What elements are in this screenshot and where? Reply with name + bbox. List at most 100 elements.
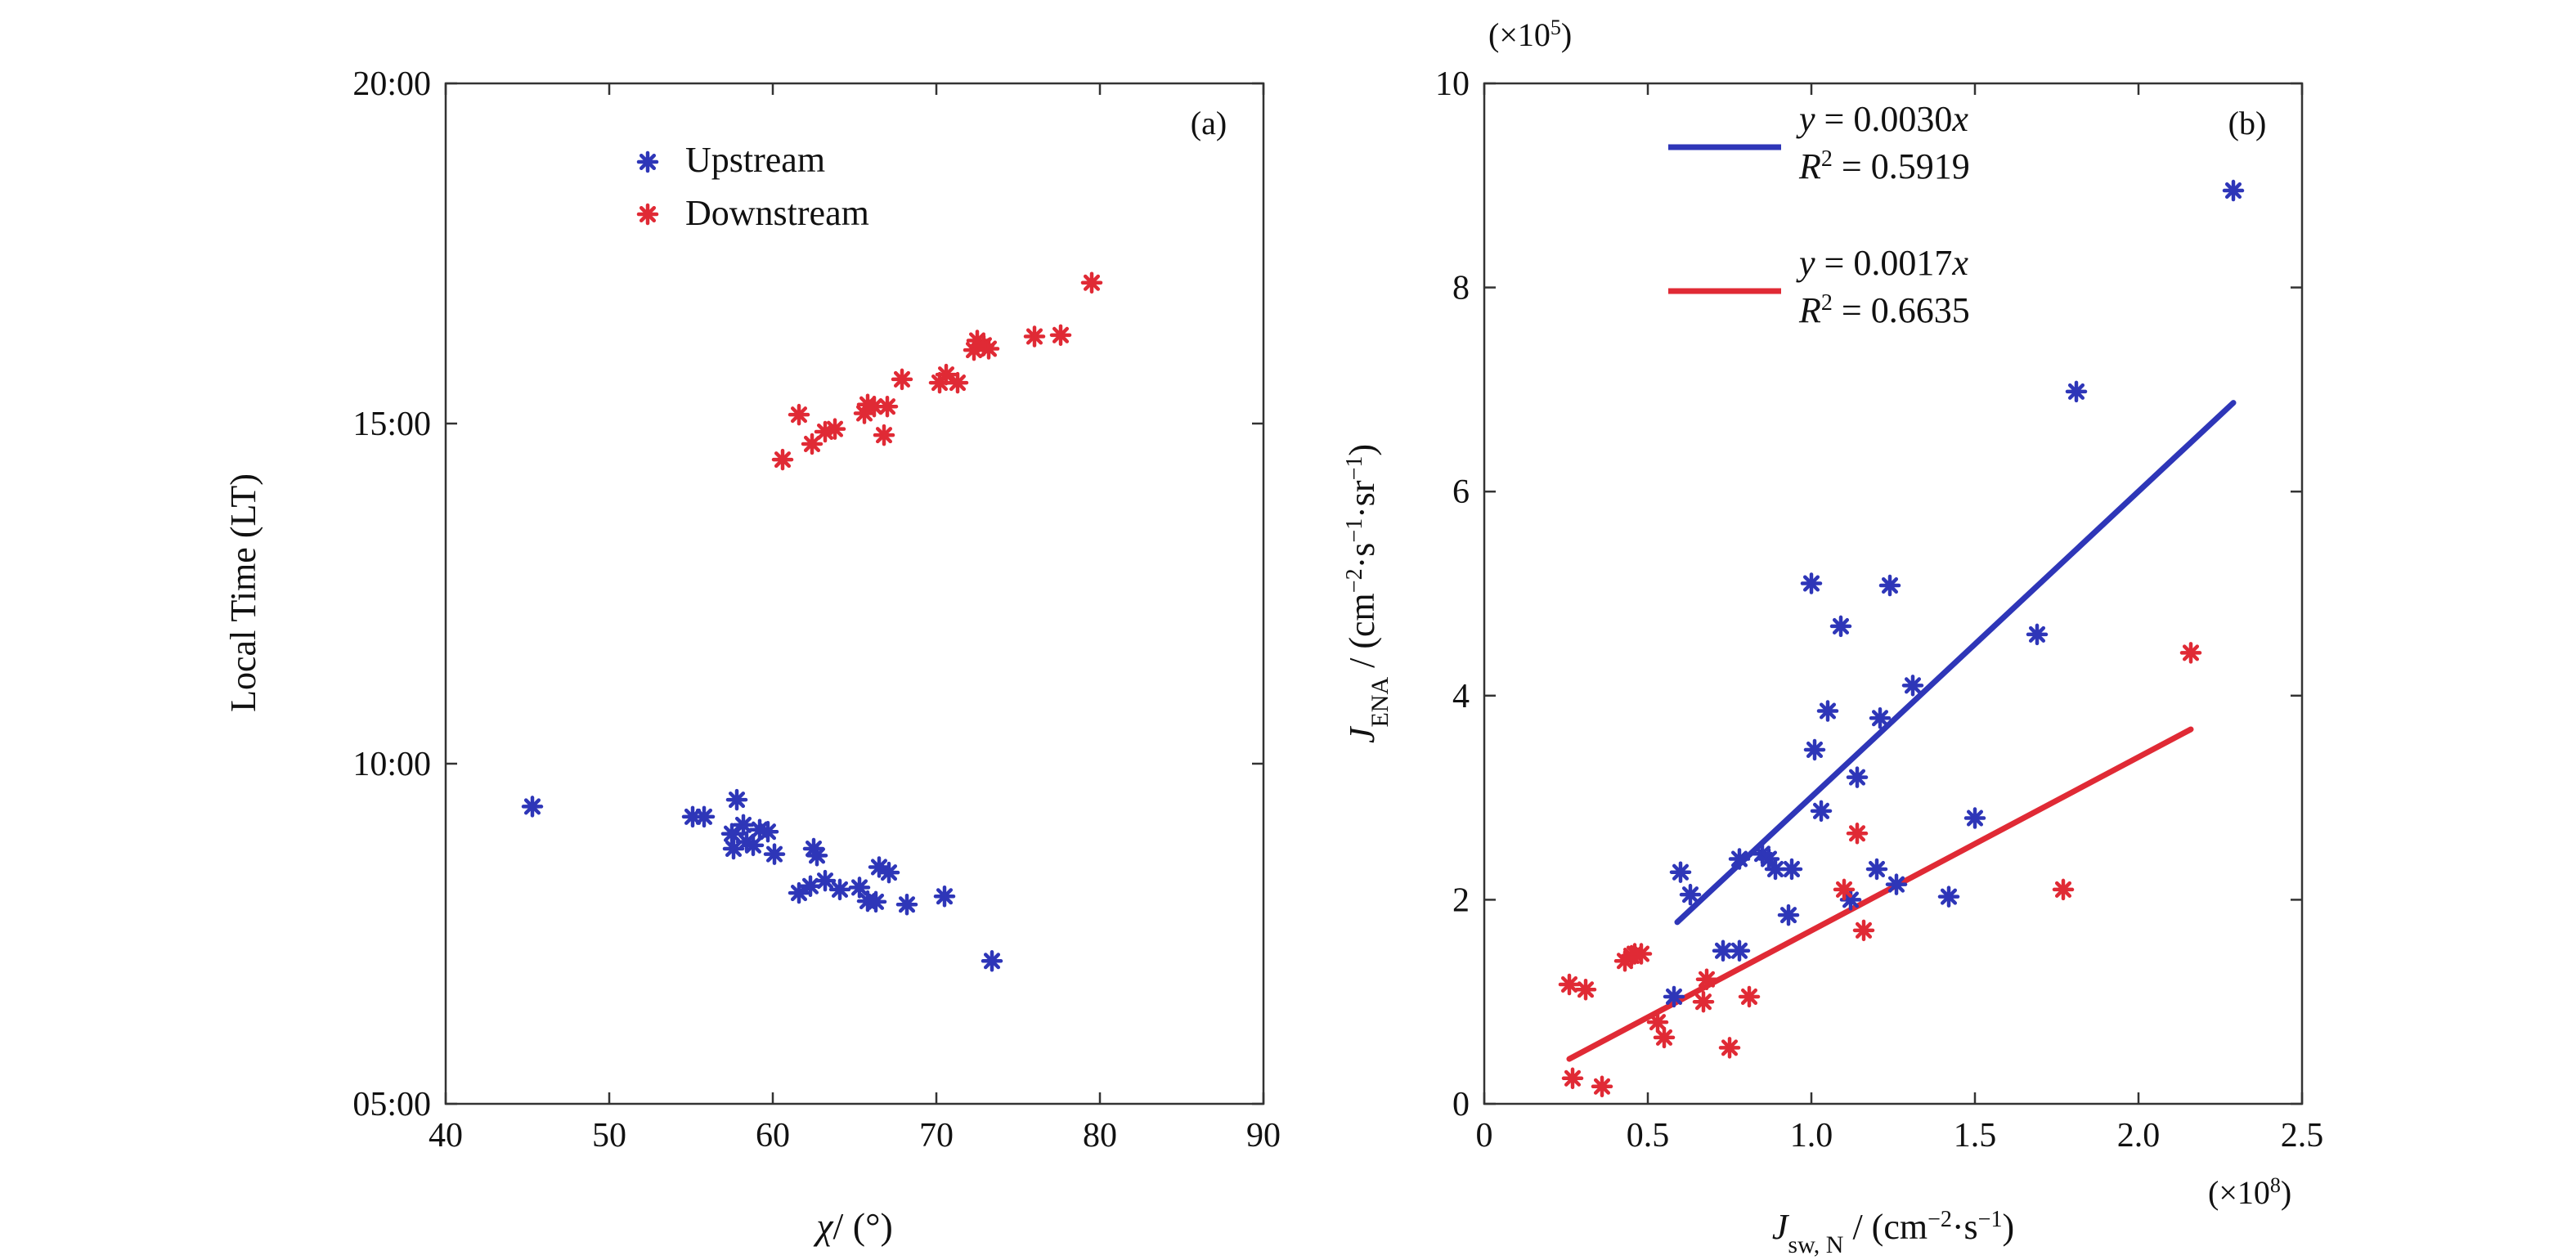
fit-r2-lhs: R bbox=[1798, 146, 1821, 186]
y-tick-label: 0 bbox=[1452, 1086, 1470, 1123]
y-label-sup: −1 bbox=[1342, 518, 1367, 543]
legend-label-downstream: Downstream bbox=[685, 193, 869, 233]
panel-b-series-0-point bbox=[1816, 700, 1839, 722]
fit-eq-lhs: y bbox=[1796, 99, 1815, 139]
panel-a-chart: 40 50 60 70 80 90 05:00 10:00 15:00 20:00 (a) Ups… bbox=[223, 65, 1281, 1247]
panel-a-series-1-point bbox=[891, 368, 913, 391]
x-tick-label: 60 bbox=[756, 1117, 790, 1155]
x-tick-label: 2.5 bbox=[2281, 1117, 2324, 1155]
multiplier-exp: 5 bbox=[1551, 16, 1561, 39]
x-tick-label: 50 bbox=[592, 1117, 626, 1155]
legend-marker-downstream-star bbox=[636, 203, 659, 226]
y-tick-label: 6 bbox=[1452, 473, 1470, 511]
panel-a-legend: Upstream Downstream bbox=[636, 140, 869, 233]
multiplier-base: (×10 bbox=[1488, 16, 1551, 53]
panel-a-series-1-point bbox=[788, 403, 810, 426]
y-tick-label: 10 bbox=[1435, 65, 1470, 103]
panel-a-series-1-point bbox=[876, 395, 899, 418]
panel-b-series-1-point bbox=[1561, 1067, 1584, 1090]
panel-b-series-0-point bbox=[1777, 904, 1800, 926]
fit-r2-rhs: = 0.5919 bbox=[1833, 146, 1970, 186]
x-label-unit: ·s bbox=[1952, 1207, 1978, 1247]
panel-b-series-0-point bbox=[1846, 766, 1869, 788]
panel-a-series-1-point bbox=[873, 424, 895, 446]
x-label-sup: −2 bbox=[1928, 1207, 1952, 1232]
x-tick-label: 0.5 bbox=[1627, 1117, 1670, 1155]
panel-a-series-1-point bbox=[935, 363, 958, 386]
y-label-sup: −2 bbox=[1342, 568, 1367, 593]
panel-a-series-0-point bbox=[864, 890, 887, 913]
panel-b-series-0-point bbox=[2222, 179, 2245, 202]
panel-b-series-0-point bbox=[1878, 574, 1901, 597]
y-tick-label: 15:00 bbox=[352, 406, 431, 443]
panel-a-series-0-point bbox=[895, 893, 918, 916]
x-label-sup: −1 bbox=[1978, 1207, 2003, 1232]
panel-a-series-1-point bbox=[863, 395, 886, 418]
fit-r2-blue: R2 = 0.5919 bbox=[1798, 146, 1970, 187]
panel-b-series-1-point bbox=[1646, 1011, 1669, 1034]
panel-a-series-1-point bbox=[1023, 325, 1046, 348]
y-tick-label: 10:00 bbox=[352, 746, 431, 783]
panel-b-series-0-point bbox=[1963, 807, 1986, 829]
fit-eq-lhs: y bbox=[1796, 243, 1815, 283]
x-label-unit: ) bbox=[2002, 1207, 2014, 1247]
panel-a-series-0-point bbox=[981, 950, 1003, 972]
x-tick-label: 70 bbox=[919, 1117, 954, 1155]
panel-b-series-0-point bbox=[1663, 985, 1685, 1008]
panel-b-series-1-point bbox=[1692, 990, 1715, 1013]
panel-a-series-1-point bbox=[946, 371, 969, 394]
y-tick-label: 05:00 bbox=[352, 1086, 431, 1123]
x-label-variable: J bbox=[1772, 1207, 1790, 1247]
panel-a-series-0-point bbox=[848, 877, 871, 899]
panel-a-series-0-point bbox=[725, 788, 748, 811]
x-tick-label: 1.0 bbox=[1790, 1117, 1833, 1155]
x-tick-label: 40 bbox=[429, 1117, 463, 1155]
panel-b-series-0-point bbox=[1869, 707, 1892, 729]
panel-a-series-0-point bbox=[693, 805, 716, 828]
panel-b-plot-frame bbox=[1483, 82, 2304, 1105]
panel-b-series-0-point bbox=[1803, 738, 1826, 761]
x-tick-label: 0 bbox=[1476, 1117, 1493, 1155]
panel-a-series-1-point bbox=[1080, 271, 1103, 294]
multiplier-end: ) bbox=[2281, 1174, 2291, 1211]
panel-b-chart: 0 0.5 1.0 1.5 2.0 2.5 0 2 4 6 8 10 (b) y = 0.0030x … bbox=[1342, 16, 2324, 1258]
panel-b-x-axis-label: Jsw, N / (cm−2·s−1) bbox=[1772, 1207, 2014, 1258]
y-label-unit: ·s bbox=[1342, 543, 1382, 569]
fit-r2-exp: 2 bbox=[1821, 146, 1833, 172]
panel-b-series-1-point bbox=[1852, 919, 1875, 942]
multiplier-end: ) bbox=[1561, 16, 1572, 53]
panel-b-series-0-point bbox=[2065, 380, 2088, 403]
panel-a-series-1-point bbox=[824, 418, 846, 440]
fit-eq-rhs: = 0.0017 bbox=[1815, 243, 1953, 283]
panel-b-series-1-point bbox=[1846, 823, 1869, 845]
legend-marker-upstream-star bbox=[636, 150, 659, 173]
panel-b-series-1-point bbox=[2179, 642, 2202, 664]
y-tick-label: 8 bbox=[1452, 270, 1470, 307]
panel-a-series-0-point bbox=[877, 861, 900, 884]
fit-line-0 bbox=[1674, 400, 2237, 926]
panel-a-series-1-point bbox=[771, 448, 794, 471]
panel-b-series-1-point bbox=[1738, 985, 1761, 1008]
y-tick-label: 4 bbox=[1452, 678, 1470, 715]
x-axis-label-unit: / (°) bbox=[832, 1205, 892, 1247]
panel-b-series-0-point bbox=[1728, 848, 1751, 870]
panel-b-series-0-point bbox=[1865, 858, 1888, 881]
y-tick-label: 2 bbox=[1452, 881, 1470, 919]
fit-r2-exp: 2 bbox=[1821, 290, 1833, 316]
panel-b-label: (b) bbox=[2228, 105, 2267, 141]
x-axis-label-variable: χ bbox=[813, 1205, 834, 1247]
panel-b-series-0-point bbox=[1810, 800, 1833, 823]
panel-b-points bbox=[1558, 179, 2245, 1098]
panel-a-series-0-point bbox=[828, 878, 851, 901]
y-label-sup: −1 bbox=[1342, 456, 1367, 481]
fit-r2-red: R2 = 0.6635 bbox=[1798, 290, 1970, 331]
panel-b-series-0-point bbox=[1800, 572, 1823, 594]
panel-a-plot-frame bbox=[444, 82, 1265, 1105]
y-label-variable: J bbox=[1342, 725, 1382, 743]
y-axis-multiplier: (×105) bbox=[1488, 16, 1572, 54]
panel-b-series-0-point bbox=[1728, 939, 1751, 962]
fit-line-1 bbox=[1566, 726, 2194, 1062]
panel-b-series-0-point bbox=[1780, 858, 1803, 881]
y-tick-label: 20:00 bbox=[352, 65, 431, 103]
x-tick-label: 1.5 bbox=[1954, 1117, 1997, 1155]
